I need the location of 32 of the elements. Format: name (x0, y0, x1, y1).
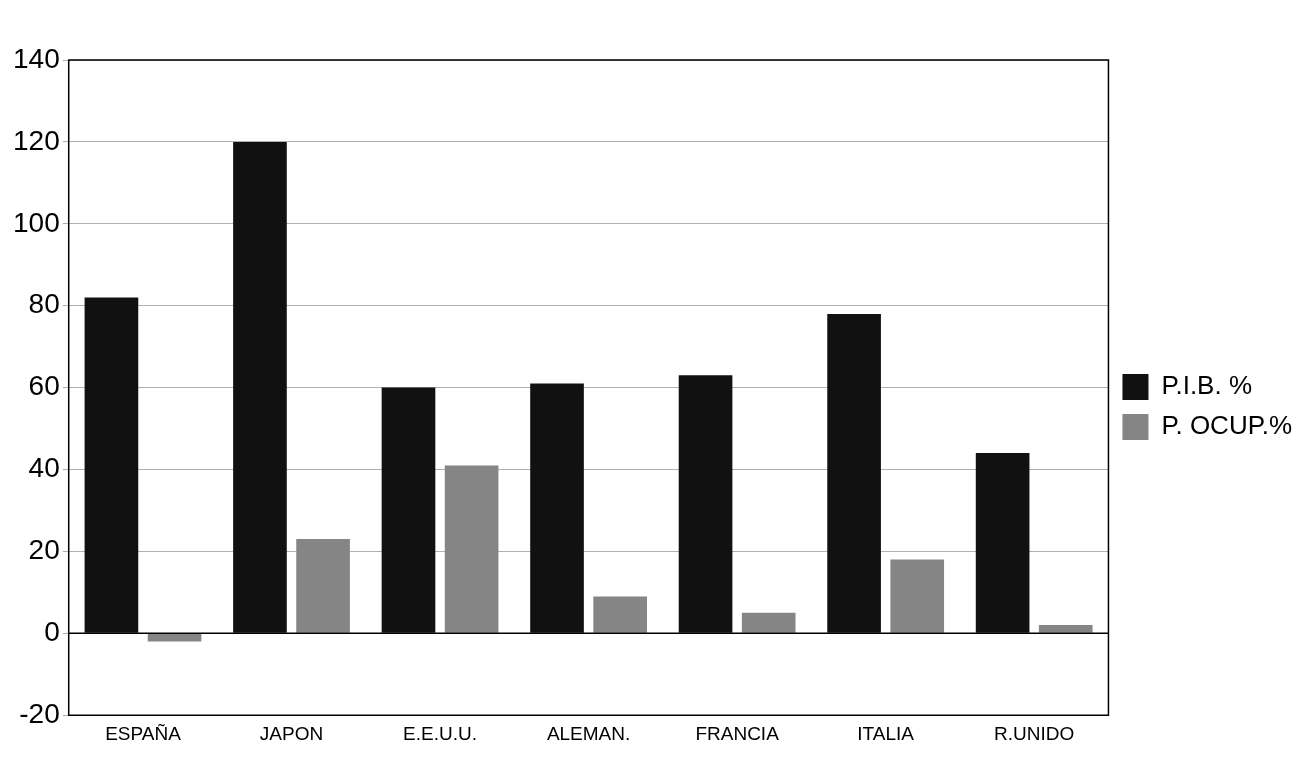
bar (678, 375, 733, 633)
x-tick-label: JAPON (259, 722, 324, 744)
x-tick-label: ITALIA (857, 722, 915, 744)
bar (975, 453, 1030, 633)
bar (147, 633, 202, 642)
y-tick-label: -20 (19, 697, 60, 729)
y-tick-label: 140 (13, 42, 60, 74)
y-tick-label: 80 (28, 288, 60, 320)
y-tick-label: 0 (44, 616, 60, 648)
bar (530, 383, 584, 633)
bar (233, 141, 287, 633)
bar (827, 313, 881, 633)
legend-label: P. OCUP.% (1161, 410, 1292, 441)
bar (296, 539, 350, 633)
bar (593, 596, 647, 633)
x-tick-label: E.E.U.U. (403, 722, 477, 744)
bar (444, 465, 499, 633)
y-tick-label: 120 (13, 124, 60, 156)
y-tick-label: 60 (28, 370, 60, 402)
bar (890, 559, 945, 633)
bar (84, 297, 139, 633)
y-tick-label: 100 (13, 206, 60, 238)
bar (1038, 625, 1093, 633)
x-tick-label: FRANCIA (695, 722, 780, 744)
x-tick-label: ALEMAN. (546, 722, 631, 744)
bar (741, 612, 796, 633)
x-tick-label: ESPAÑA (105, 722, 182, 744)
bar (381, 387, 436, 633)
y-tick-label: 20 (28, 534, 60, 566)
x-tick-label: R.UNIDO (994, 722, 1075, 744)
y-tick-label: 40 (28, 452, 60, 484)
legend-label: P.I.B. % (1161, 370, 1253, 401)
